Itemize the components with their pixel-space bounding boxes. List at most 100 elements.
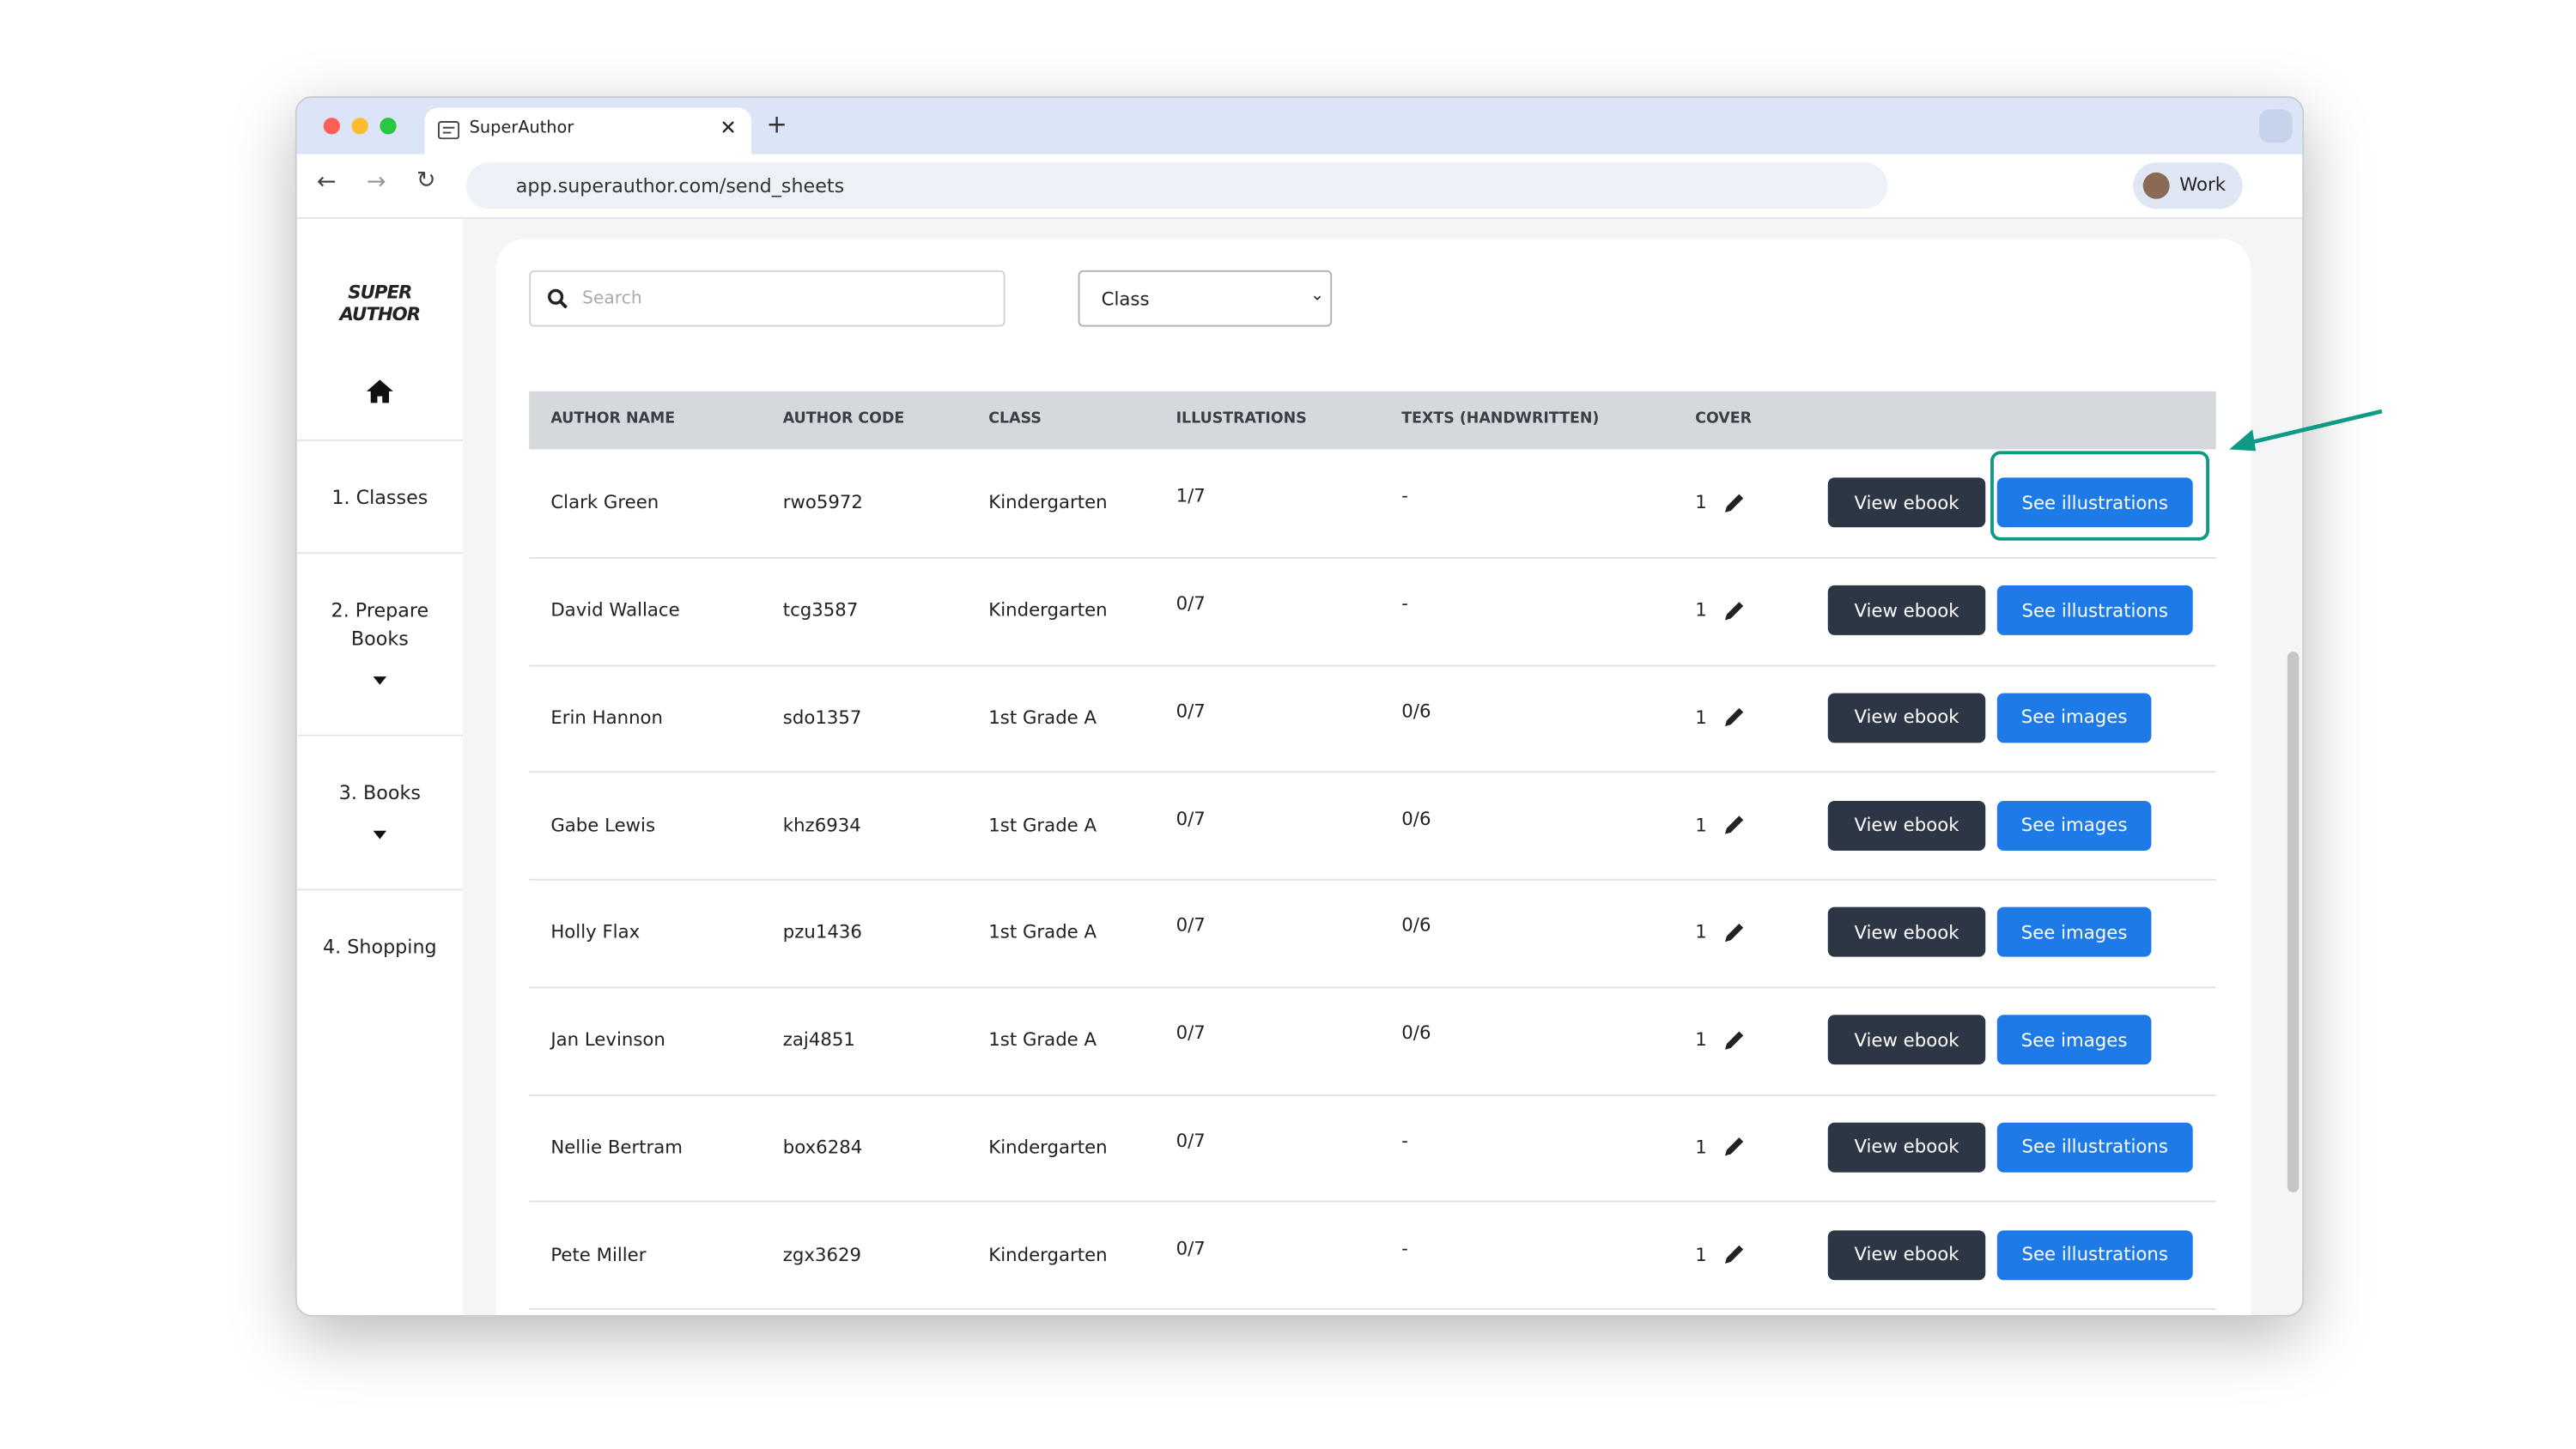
url-bar[interactable]: app.superauthor.com/send_sheets (465, 162, 1888, 209)
row-divider (529, 878, 2216, 881)
edit-icon[interactable] (1723, 1244, 1745, 1265)
divider (296, 439, 463, 441)
annotation-arrow (2229, 409, 2383, 452)
column-header: AUTHOR NAME (550, 411, 676, 428)
see-button[interactable]: See images (1996, 693, 2152, 743)
avatar (2142, 172, 2170, 199)
see-button[interactable]: See images (1996, 907, 2152, 958)
edit-icon[interactable] (1723, 600, 1745, 621)
sidebar: SUPER AUTHOR 1. Classes 2. Prepare Books… (296, 218, 463, 1315)
texts: - (1401, 1237, 1408, 1259)
minimize-dot[interactable] (351, 118, 368, 135)
see-button[interactable]: See images (1996, 1015, 2152, 1065)
tab-icon (437, 121, 460, 140)
search-placeholder: Search (582, 288, 642, 309)
illustrations: 1/7 (1176, 485, 1206, 507)
class: Kindergarten (988, 492, 1108, 514)
forward-button[interactable]: → (366, 169, 386, 196)
see-button[interactable]: See illustrations (1996, 478, 2193, 529)
texts: - (1401, 592, 1408, 615)
highlight-box (1990, 451, 2210, 541)
author-name: Erin Hannon (550, 706, 664, 729)
logo-line: AUTHOR (339, 303, 422, 325)
row-divider (529, 985, 2216, 988)
scrollbar[interactable] (2287, 652, 2300, 1192)
class: Kindergarten (988, 1136, 1108, 1159)
new-tab[interactable]: + (766, 109, 787, 140)
view-ebook-button[interactable]: View ebook (1827, 907, 1986, 958)
illustrations: 0/7 (1176, 807, 1206, 830)
tab-title: SuperAuthor (469, 119, 574, 138)
see-button[interactable]: See illustrations (1996, 585, 2193, 636)
see-button[interactable]: See illustrations (1996, 1122, 2193, 1173)
edit-icon[interactable] (1723, 922, 1745, 943)
edit-icon[interactable] (1723, 1137, 1745, 1158)
row-divider (529, 556, 2216, 559)
search-icon (548, 288, 568, 309)
profile-button[interactable]: Work (2133, 162, 2243, 209)
cover: 1 (1695, 706, 1707, 729)
edit-icon[interactable] (1723, 815, 1745, 836)
edit-icon[interactable] (1723, 707, 1745, 729)
author-name: Pete Miller (550, 1244, 647, 1266)
author-code: rwo5972 (782, 492, 863, 514)
cover: 1 (1695, 814, 1707, 836)
illustrations: 0/7 (1176, 1022, 1206, 1045)
illustrations: 0/7 (1176, 915, 1206, 937)
nav-item[interactable]: 3. Books (338, 780, 421, 804)
logo: SUPER AUTHOR (333, 282, 426, 324)
see-button[interactable]: See images (1996, 800, 2152, 851)
author-name: Clark Green (550, 492, 659, 514)
edit-icon[interactable] (1723, 1029, 1745, 1051)
divider (296, 888, 463, 891)
divider (296, 552, 463, 555)
see-button[interactable]: See illustrations (1996, 1229, 2193, 1280)
author-code: tcg3587 (782, 599, 859, 621)
texts: - (1401, 485, 1408, 507)
illustrations: 0/7 (1176, 592, 1206, 615)
view-ebook-button[interactable]: View ebook (1827, 1122, 1986, 1173)
zoom-dot[interactable] (380, 118, 397, 135)
edit-icon[interactable] (1723, 492, 1745, 513)
row-divider (529, 771, 2216, 773)
caret[interactable] (373, 830, 387, 846)
view-ebook-button[interactable]: View ebook (1827, 585, 1986, 636)
tab-menu[interactable] (2258, 109, 2293, 143)
author-name: Gabe Lewis (550, 814, 656, 836)
class-select[interactable]: Class ⌄ (1078, 270, 1333, 327)
row-divider (529, 1093, 2216, 1095)
logo-line: SUPER (348, 282, 412, 304)
caret[interactable] (373, 676, 387, 691)
select-chevron: ⌄ (1310, 287, 1325, 306)
profile-name: Work (2179, 173, 2227, 196)
class: 1st Grade A (988, 1028, 1097, 1051)
cover: 1 (1695, 1028, 1707, 1051)
home-icon[interactable] (365, 378, 395, 404)
author-code: box6284 (782, 1136, 863, 1159)
class: Kindergarten (988, 1244, 1108, 1266)
active-tab[interactable]: SuperAuthor ✕ (424, 107, 752, 155)
author-code: khz6934 (782, 814, 861, 836)
nav-item[interactable]: 2. Prepare Books (331, 598, 429, 651)
divider (296, 734, 463, 737)
reload-button[interactable]: ↻ (416, 167, 436, 195)
author-name: Jan Levinson (550, 1028, 665, 1051)
view-ebook-button[interactable]: View ebook (1827, 800, 1986, 851)
column-header: AUTHOR CODE (782, 411, 905, 428)
view-ebook-button[interactable]: View ebook (1827, 1229, 1986, 1280)
author-code: sdo1357 (782, 706, 862, 729)
author-code: zgx3629 (782, 1244, 862, 1266)
class-select-label: Class (1101, 288, 1150, 311)
view-ebook-button[interactable]: View ebook (1827, 478, 1986, 529)
nav-item[interactable]: 4. Shopping (323, 935, 437, 959)
view-ebook-button[interactable]: View ebook (1827, 1015, 1986, 1065)
nav-item[interactable]: 1. Classes (331, 485, 428, 510)
class: 1st Grade A (988, 706, 1097, 729)
close-dot[interactable] (323, 118, 340, 135)
back-button[interactable]: ← (316, 169, 337, 196)
view-ebook-button[interactable]: View ebook (1827, 693, 1986, 743)
search-input[interactable]: Search (529, 270, 1005, 327)
author-name: Nellie Bertram (550, 1136, 683, 1159)
tab-close[interactable]: ✕ (720, 116, 737, 140)
